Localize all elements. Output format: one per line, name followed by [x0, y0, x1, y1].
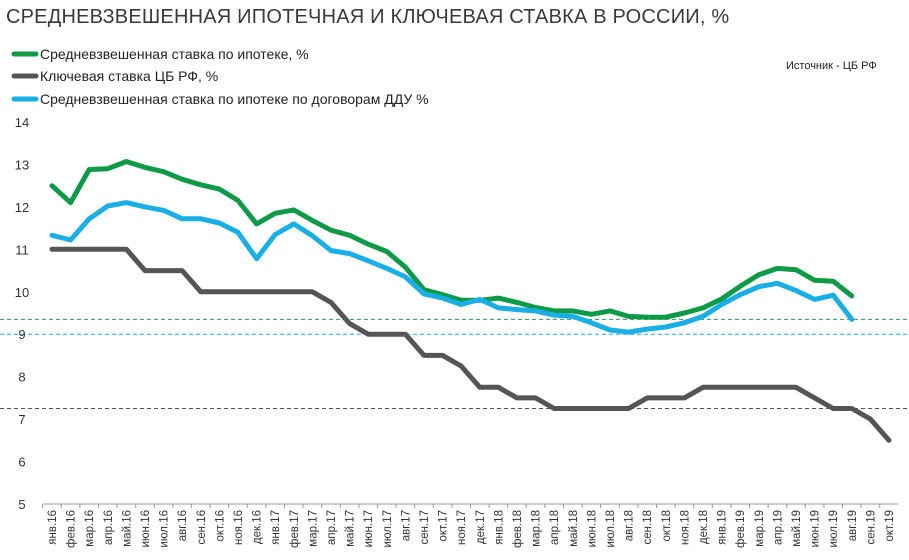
x-tick-label: июн.17: [363, 510, 375, 547]
x-tick-label: июн.18: [586, 510, 598, 547]
x-tick-label: июл.19: [828, 510, 840, 548]
x-tick-label: фев.17: [289, 510, 301, 548]
x-tick-label: авг.19: [847, 510, 859, 541]
y-tick-label: 11: [15, 242, 29, 257]
x-tick-label: янв.17: [270, 510, 282, 545]
x-tick-label: сен.19: [865, 510, 877, 544]
series-line-1: [49, 159, 855, 320]
x-tick-label: дек.18: [698, 510, 710, 544]
x-tick-label: июл.18: [605, 510, 617, 548]
x-tick-label: авг.16: [177, 510, 189, 541]
x-tick-label: май.17: [345, 510, 357, 547]
legend-label-2: Ключевая ставка ЦБ РФ, %: [40, 68, 218, 84]
x-tick-label: янв.18: [493, 510, 505, 545]
x-tick-label: сен.16: [196, 510, 208, 544]
x-tick-label: ноя.17: [456, 510, 468, 545]
x-tick-label: авг.18: [624, 510, 636, 541]
x-tick-label: апр.19: [772, 510, 784, 545]
x-tick-label: авг.17: [400, 510, 412, 541]
x-tick-label: июл.16: [159, 510, 171, 548]
x-tick-label: дек.16: [252, 510, 264, 544]
series-lines: [49, 159, 892, 443]
x-tick-label: май.19: [791, 510, 803, 547]
x-tick-label: окт.17: [438, 510, 450, 542]
x-tick-label: мар.16: [84, 510, 96, 547]
x-tick-label: май.18: [568, 510, 580, 547]
y-tick-label: 12: [15, 200, 29, 215]
x-tick-label: мар.19: [754, 510, 766, 547]
y-tick-label: 5: [18, 497, 25, 512]
x-tick-label: сен.18: [642, 510, 654, 544]
x-tick-label: апр.17: [326, 510, 338, 545]
chart-title: СРЕДНЕВЗВЕШЕННАЯ ИПОТЕЧНАЯ И КЛЮЧЕВАЯ СТ…: [6, 6, 730, 28]
source-note: Источник - ЦБ РФ: [786, 60, 877, 72]
x-tick-label: сен.17: [419, 510, 431, 544]
x-tick-label: апр.18: [549, 510, 561, 545]
x-tick-label: ноя.16: [233, 510, 245, 545]
x-tick-label: янв.19: [717, 510, 729, 545]
y-tick-label: 8: [18, 370, 25, 385]
x-tick-label: июн.19: [810, 510, 822, 547]
x-tick-label: мар.18: [531, 510, 543, 547]
reference-lines: [0, 318, 909, 409]
x-tick-label: ноя.18: [679, 510, 691, 545]
x-tick-label: янв.16: [47, 510, 59, 545]
y-tick-label: 10: [15, 285, 29, 300]
legend-label-1: Средневзвешенная ставка по ипотеке, %: [40, 46, 309, 62]
x-tick-label: окт.19: [884, 510, 896, 542]
y-tick-label: 7: [18, 412, 25, 427]
series-line-2: [49, 246, 892, 443]
x-tick-label: окт.18: [661, 510, 673, 542]
series-line-3: [49, 200, 855, 335]
y-tick-label: 14: [15, 115, 29, 130]
x-tick-label: апр.16: [103, 510, 115, 545]
x-tick-label: окт.16: [214, 510, 226, 542]
legend: Средневзвешенная ставка по ипотеке, % Клю…: [11, 46, 429, 107]
x-tick-label: мар.17: [307, 510, 319, 547]
x-tick-label: фев.18: [512, 510, 524, 548]
x-tick-label: май.16: [121, 510, 133, 547]
x-axis: янв.16 фев.16 мар.16 апр.16 май.16 июн.16 июл.…: [42, 503, 899, 548]
x-tick-label: дек.17: [475, 510, 487, 544]
x-tick-label: фев.19: [735, 510, 747, 548]
legend-label-3: Средневзвешенная ставка по ипотеке по до…: [40, 91, 429, 107]
x-tick-label: июл.17: [382, 510, 394, 548]
y-tick-label: 6: [18, 455, 25, 470]
x-tick-label: июн.16: [140, 510, 152, 547]
y-tick-label: 13: [15, 157, 29, 172]
x-tick-label: фев.16: [66, 510, 78, 548]
y-axis: 5 6 7 8 9 10 11 12 13 14: [15, 115, 29, 512]
y-tick-label: 9: [18, 327, 25, 342]
